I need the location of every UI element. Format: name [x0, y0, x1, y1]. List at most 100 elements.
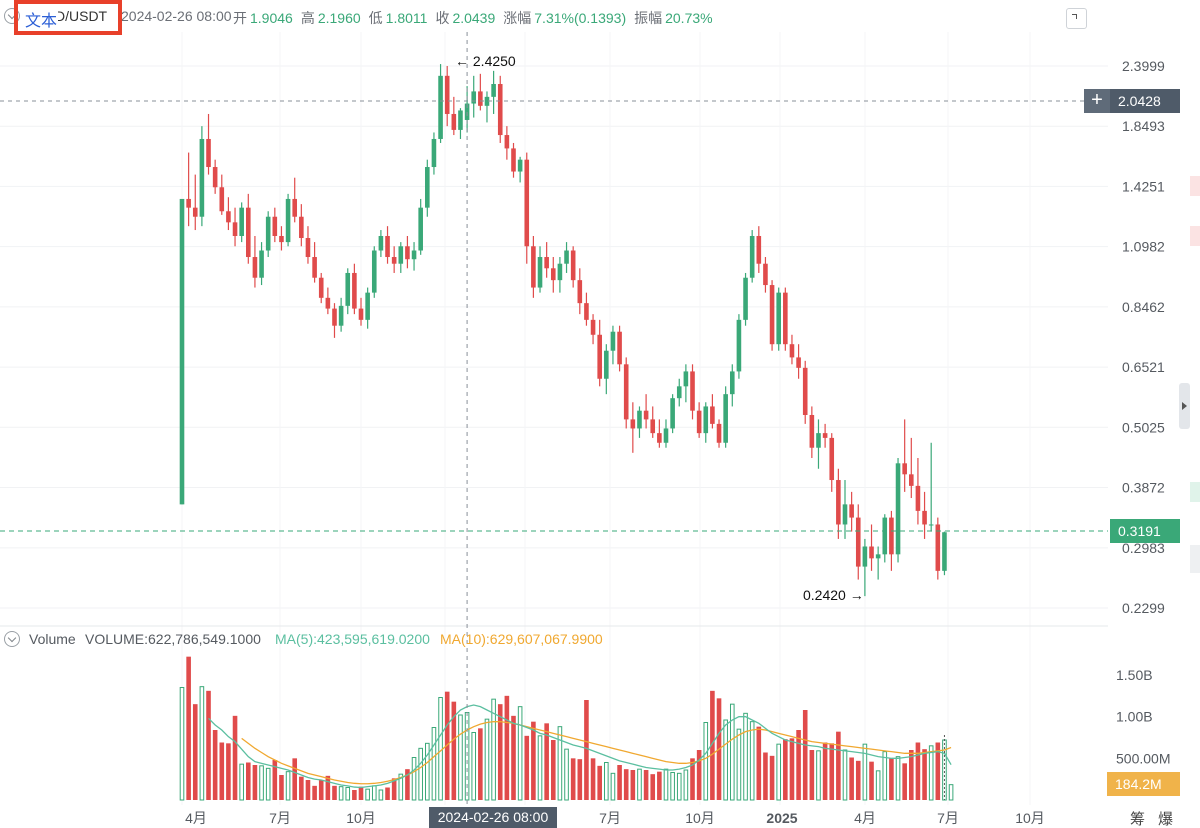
volume-bar [391, 778, 397, 800]
volume-bar [378, 789, 384, 801]
volume-bar [729, 703, 735, 801]
volume-bar [471, 732, 477, 801]
volume-bar [206, 690, 211, 800]
candle-body [418, 207, 423, 251]
volume-bar [690, 758, 695, 800]
time-tick-label: 10月 [685, 810, 715, 826]
candle-body [537, 257, 543, 288]
candle-body [385, 235, 390, 258]
ohlc-field: 低 1.8011 [369, 8, 428, 28]
volume-bar [398, 773, 404, 801]
volume-bar [232, 715, 238, 800]
volume-bar [524, 735, 530, 800]
candle-body [352, 272, 357, 309]
volume-bar [590, 758, 596, 800]
low-annotation: 0.2420 → [803, 587, 864, 603]
text-annotation-box[interactable] [14, 0, 122, 35]
side-strip-grey [1190, 545, 1200, 573]
volume-bar [504, 695, 510, 800]
candle-body [544, 257, 549, 269]
candle-body [318, 277, 324, 298]
volume-bar [338, 786, 344, 801]
candle-body [398, 246, 404, 264]
volume-bar [332, 785, 337, 800]
volume-bar [451, 701, 457, 800]
volume-bar [497, 704, 503, 800]
right-panel-toggle-icon[interactable] [1179, 383, 1190, 429]
candle-body [716, 423, 722, 443]
candle-body [729, 371, 735, 395]
chip-distribution-button[interactable]: 筹 [1130, 811, 1146, 828]
side-strip-red [1190, 176, 1200, 196]
volume-bar [219, 742, 225, 800]
candle-body [365, 292, 370, 320]
volume-bar [418, 747, 423, 801]
collapse-chevron-icon[interactable] [4, 8, 20, 24]
candle-body [299, 216, 304, 239]
ohlc-field-value: 2.0439 [452, 10, 496, 26]
ohlc-field-value: 20.73% [665, 10, 713, 26]
text-annotation-label[interactable]: 文本 [24, 7, 59, 31]
volume-bar [889, 758, 894, 800]
candle-body [371, 250, 377, 293]
candle-body [584, 303, 589, 320]
candle-body [902, 463, 907, 475]
ohlc-field-label: 开 [233, 10, 247, 26]
candle-body [378, 235, 384, 251]
crosshair-add-button[interactable]: + [1084, 89, 1110, 113]
candle-body [550, 268, 556, 281]
volume-bar [723, 719, 728, 801]
volume-bar [292, 758, 298, 800]
time-tick-label: 10月 [1015, 810, 1045, 826]
volume-bar [212, 730, 218, 800]
candle-body [564, 250, 569, 264]
candle-body [272, 216, 278, 236]
ohlc-field-value: 1.8011 [385, 10, 428, 26]
candle-body [226, 211, 231, 223]
volume-bar [776, 743, 782, 801]
volume-bar [577, 759, 583, 800]
volume-bar [875, 770, 881, 801]
volume-bar [822, 742, 828, 800]
candle-body [922, 510, 927, 525]
volume-bar [829, 743, 835, 800]
candle-body [458, 110, 463, 130]
candle-body [511, 148, 516, 172]
candle-body [497, 84, 503, 136]
volume-ma5: MA(5):423,595,619.0200 [275, 631, 430, 647]
fullscreen-icon[interactable] [1066, 8, 1087, 29]
candle-body [783, 292, 788, 345]
candle-body [650, 419, 656, 434]
volume-bar [743, 712, 748, 801]
volume-ma10: MA(10):629,607,067.9900 [440, 631, 603, 647]
volume-bar [199, 686, 205, 801]
candle-body [391, 257, 397, 264]
candle-body [630, 419, 636, 429]
volume-bar [869, 761, 874, 800]
candle-body [345, 272, 351, 306]
volume-bar [186, 656, 191, 800]
candle-body [710, 406, 715, 424]
volume-bar [696, 750, 702, 800]
volume-bar [246, 762, 251, 800]
volume-bar [928, 745, 934, 801]
ohlc-field-label: 高 [300, 10, 315, 26]
volume-bar [610, 772, 616, 801]
volume-bar [564, 748, 569, 801]
volume-collapse-icon[interactable] [4, 631, 20, 647]
volume-bar [305, 780, 311, 800]
candle-body [597, 334, 602, 379]
candle-body [358, 308, 364, 320]
candle-body [531, 246, 536, 288]
candle-body [590, 319, 596, 335]
candle-body [809, 414, 815, 448]
volume-bar [537, 735, 543, 801]
liquidation-button[interactable]: 爆 [1158, 811, 1174, 828]
volume-bar [544, 723, 549, 800]
candle-body [192, 207, 198, 217]
candle-body [617, 331, 622, 365]
candle-body [179, 198, 185, 505]
candle-body [829, 437, 835, 481]
